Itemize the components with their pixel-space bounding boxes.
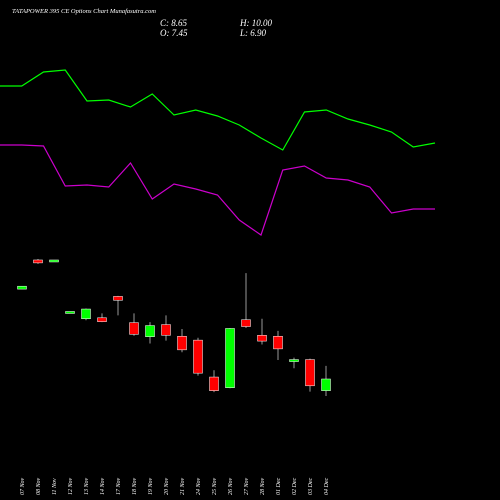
- x-tick-label: 07 Nov: [20, 477, 26, 495]
- candle-body: [129, 322, 139, 335]
- candle-body: [161, 324, 171, 336]
- candle-body: [321, 378, 331, 391]
- candle-body: [33, 259, 43, 264]
- x-tick-label: 21 Nov: [180, 477, 186, 495]
- candle-body: [177, 335, 187, 351]
- x-tick-label: 26 Nov: [228, 477, 234, 495]
- x-tick-label: 14 Nov: [99, 477, 106, 495]
- candle-body: [49, 259, 59, 263]
- x-tick-label: 02 Dec: [292, 478, 298, 495]
- x-tick-label: 20 Nov: [164, 477, 170, 495]
- indicator-line: [0, 144, 435, 236]
- x-tick-label: 28 Nov: [260, 477, 266, 495]
- x-tick-label: 04 Dec: [323, 478, 330, 495]
- x-tick-label: 17 Nov: [116, 477, 122, 495]
- x-tick-label: 03 Dec: [308, 478, 314, 495]
- x-tick-label: 18 Nov: [132, 477, 138, 495]
- indicator-line: [0, 69, 436, 151]
- high-label: H: 10.00: [239, 18, 272, 28]
- x-tick-label: 01 Dec: [276, 478, 282, 495]
- candle-body: [225, 328, 235, 388]
- x-tick-label: 24 Nov: [195, 477, 202, 495]
- candle-body: [113, 296, 123, 301]
- x-tick-label: 11 Nov: [52, 478, 58, 495]
- candle-body: [65, 311, 75, 314]
- open-label: O: 7.45: [160, 28, 188, 38]
- candle-body: [289, 359, 299, 362]
- candle-body: [145, 325, 155, 337]
- candle-body: [97, 317, 107, 322]
- candle-body: [81, 308, 91, 320]
- x-tick-label: 12 Nov: [68, 477, 74, 495]
- x-tick-label: 08 Nov: [36, 477, 42, 495]
- candle-body: [305, 359, 315, 387]
- candle-body: [273, 335, 283, 350]
- candle-body: [209, 376, 219, 391]
- candle-body: [257, 335, 267, 342]
- x-tick-label: 27 Nov: [244, 477, 250, 495]
- candle-body: [193, 339, 203, 374]
- x-tick-label: 13 Nov: [84, 477, 90, 495]
- x-tick-label: 19 Nov: [148, 477, 154, 495]
- candle-body: [241, 319, 251, 327]
- chart-title: TATAPOWER 395 CE Options Chart Munafasut…: [12, 8, 156, 15]
- close-label: C: 8.65: [160, 18, 188, 28]
- x-tick-label: 25 Nov: [212, 477, 218, 495]
- low-label: L: 6.90: [239, 28, 267, 38]
- candle-body: [17, 285, 27, 290]
